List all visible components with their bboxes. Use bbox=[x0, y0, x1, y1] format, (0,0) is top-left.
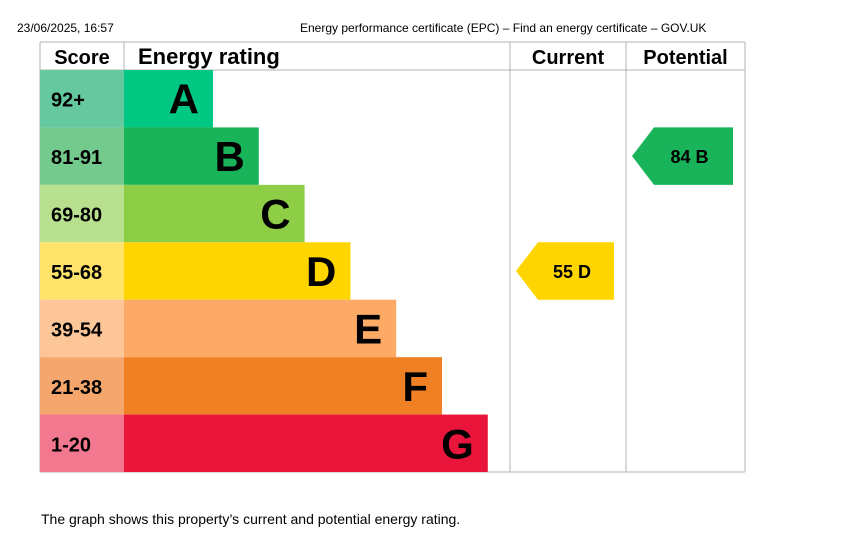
rating-letter-d: D bbox=[306, 248, 336, 295]
current-rating-arrow bbox=[516, 242, 614, 300]
score-cell-b bbox=[40, 127, 124, 185]
score-range-e: 39-54 bbox=[51, 319, 103, 341]
score-range-c: 69-80 bbox=[51, 205, 102, 227]
rating-bar-e bbox=[124, 299, 397, 358]
chart-caption: The graph shows this property’s current … bbox=[41, 511, 461, 527]
rating-bar-d bbox=[124, 242, 351, 300]
rating-letter-c: C bbox=[260, 191, 290, 238]
score-cell-a bbox=[40, 70, 124, 128]
rating-bar-a bbox=[124, 70, 213, 128]
header-energy-rating: Energy rating bbox=[138, 44, 280, 69]
rating-letter-b: B bbox=[214, 133, 244, 180]
rating-letter-f: F bbox=[402, 363, 428, 410]
score-range-a: 92+ bbox=[51, 90, 85, 112]
score-cell-d bbox=[40, 242, 124, 300]
potential-rating-arrow bbox=[632, 127, 733, 185]
print-date: 23/06/2025, 16:57 bbox=[17, 21, 114, 35]
header-current: Current bbox=[532, 47, 605, 69]
score-range-g: 1-20 bbox=[51, 434, 91, 456]
header-potential: Potential bbox=[643, 47, 727, 69]
score-cell-e bbox=[40, 299, 124, 358]
rating-letter-e: E bbox=[354, 305, 382, 352]
rating-bar-c bbox=[124, 184, 305, 243]
column-headers: Score Energy rating Current Potential bbox=[54, 44, 728, 69]
rating-markers: 55 D 84 B bbox=[516, 127, 733, 300]
potential-rating-label: 84 B bbox=[670, 147, 708, 167]
score-cell-f bbox=[40, 357, 124, 415]
score-range-b: 81-91 bbox=[51, 147, 102, 169]
rating-bar-b bbox=[124, 127, 259, 185]
print-title: Energy performance certificate (EPC) – F… bbox=[300, 21, 707, 35]
rating-bands: 92+ A 81-91 B 69-80 C 55-68 D 39-54 E 21-38 F 1-20 G bbox=[40, 70, 488, 472]
rating-letter-a: A bbox=[169, 76, 199, 123]
rating-bar-g bbox=[124, 414, 488, 472]
score-range-d: 55-68 bbox=[51, 262, 102, 284]
score-range-f: 21-38 bbox=[51, 377, 102, 399]
rating-letter-g: G bbox=[441, 420, 474, 467]
rating-bar-f bbox=[124, 357, 442, 415]
current-rating-label: 55 D bbox=[553, 262, 591, 282]
header-score: Score bbox=[54, 47, 110, 69]
score-cell-g bbox=[40, 414, 124, 472]
score-cell-c bbox=[40, 184, 124, 243]
